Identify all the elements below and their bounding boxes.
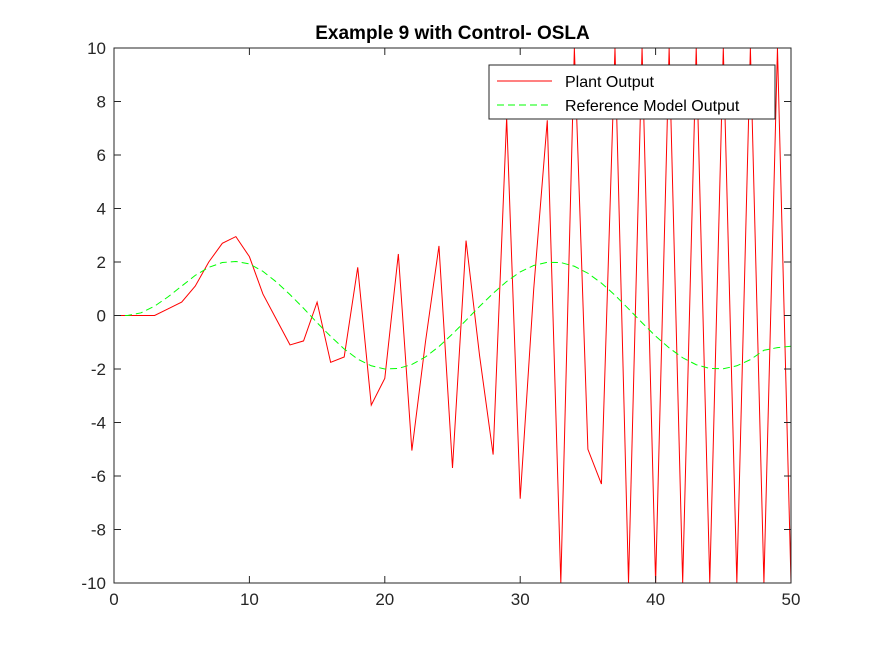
y-tick-label: 10 <box>87 39 106 58</box>
y-tick-label: 0 <box>97 307 106 326</box>
chart-title: Example 9 with Control- OSLA <box>315 23 590 44</box>
series-line-reference-model-output <box>114 260 791 370</box>
plot-area <box>114 48 791 583</box>
x-tick-label: 30 <box>511 590 530 609</box>
y-tick-label: 4 <box>97 200 106 219</box>
x-tick-label: 20 <box>375 590 394 609</box>
y-tick-label: -10 <box>81 574 106 593</box>
x-tick-label: 10 <box>240 590 259 609</box>
x-tick-label: 50 <box>782 590 801 609</box>
legend-label: Reference Model Output <box>565 98 740 115</box>
x-tick-label: 0 <box>109 590 118 609</box>
y-tick-label: -2 <box>91 360 106 379</box>
series-layer <box>114 48 791 583</box>
y-tick-label: 6 <box>97 146 106 165</box>
series-line-plant-output <box>114 48 791 583</box>
y-tick-label: 2 <box>97 253 106 272</box>
x-tick-label: 40 <box>646 590 665 609</box>
y-tick-label: 8 <box>97 93 106 112</box>
y-tick-label: -4 <box>91 414 106 433</box>
legend: Plant Output Reference Model Output <box>488 64 776 120</box>
legend-box <box>488 64 776 120</box>
y-tick-label: -8 <box>91 521 106 540</box>
legend-label: Plant Output <box>565 74 655 91</box>
y-tick-label: -6 <box>91 467 106 486</box>
